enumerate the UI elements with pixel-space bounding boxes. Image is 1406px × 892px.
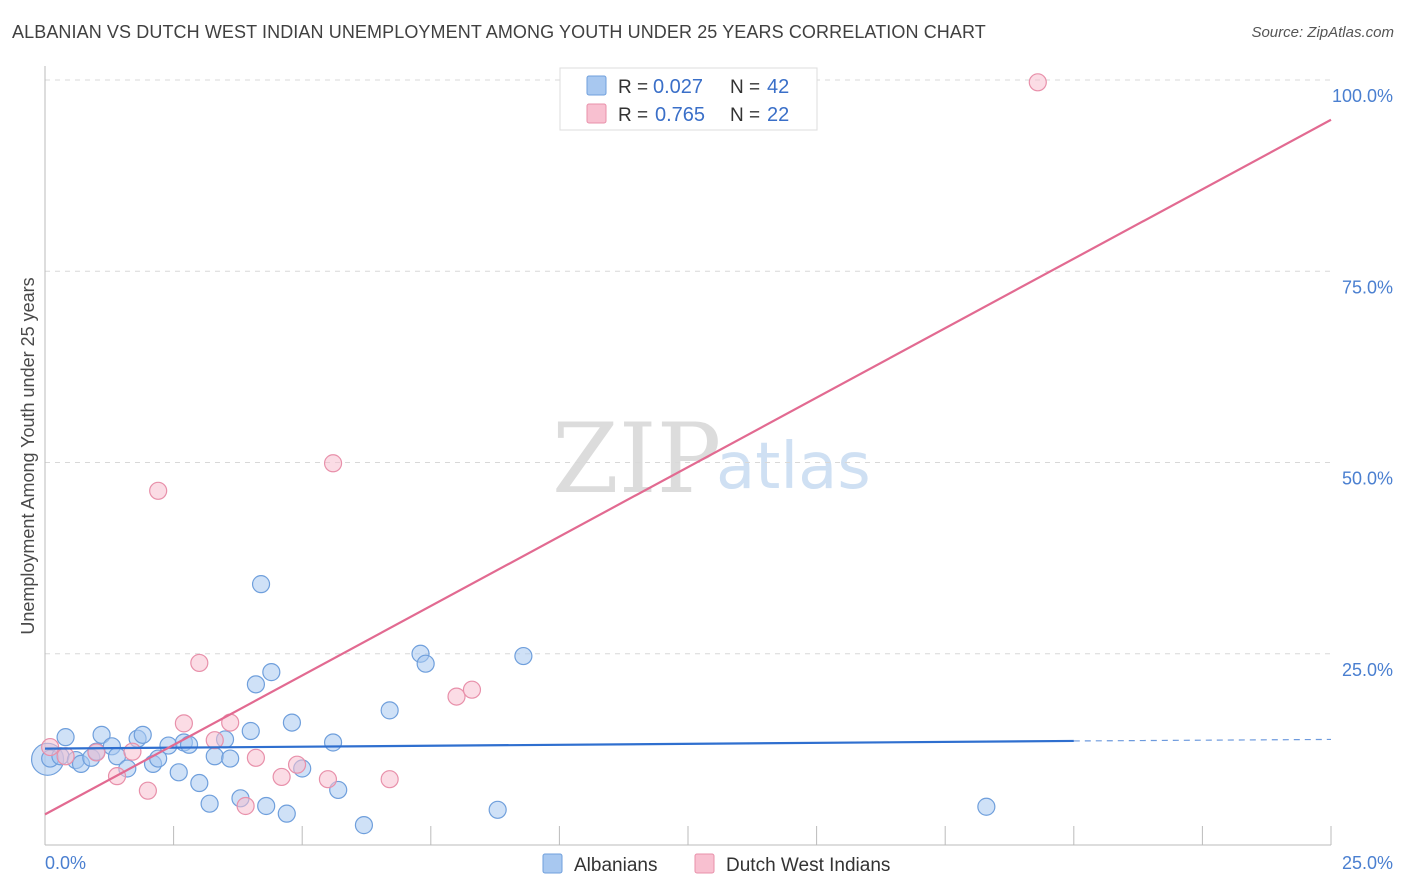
point-dutch-west-indians-6 xyxy=(149,481,168,500)
gridlines xyxy=(45,79,1331,655)
point-dutch-west-indians-9 xyxy=(205,731,224,750)
trend-line-extension-albanians xyxy=(1073,738,1332,742)
point-dutch-west-indians-8 xyxy=(190,653,209,673)
point-albanians-38 xyxy=(416,654,435,673)
point-dutch-west-indians-19 xyxy=(462,680,482,699)
x-tick-label-0: 0.0% xyxy=(45,853,86,873)
y-tick-label-2: 75.0% xyxy=(1342,277,1393,297)
legend-n-label-dutch-west-indians: N = xyxy=(730,105,760,126)
point-dutch-west-indians-15 xyxy=(318,770,338,789)
point-dutch-west-indians-18 xyxy=(447,687,466,706)
point-dutch-west-indians-2 xyxy=(87,743,106,762)
point-albanians-30 xyxy=(277,804,296,823)
point-albanians-41 xyxy=(977,797,996,816)
bottom-legend-label-albanians: Albanians xyxy=(574,855,657,876)
point-dutch-west-indians-14 xyxy=(287,755,307,774)
point-albanians-40 xyxy=(514,646,533,666)
watermark-atlas: atlas xyxy=(716,430,871,504)
point-dutch-west-indians-13 xyxy=(272,767,291,787)
axes xyxy=(44,66,1332,846)
point-albanians-23 xyxy=(221,749,240,768)
bottom-legend-swatch-albanians xyxy=(542,853,563,874)
legend-r-value-albanians: 0.027 xyxy=(653,76,703,98)
bottom-legend-label-dutch-west-indians: Dutch West Indians xyxy=(726,855,890,876)
point-albanians-12 xyxy=(133,725,152,744)
point-dutch-west-indians-7 xyxy=(174,714,193,733)
legend-swatch-albanians xyxy=(586,75,607,96)
x-tick-labels: 0.0% 25.0% xyxy=(45,853,1393,873)
y-tick-label-1: 50.0% xyxy=(1342,469,1393,489)
legend-n-label-albanians: N = xyxy=(730,77,760,98)
bottom-legend-swatch-dutch-west-indians xyxy=(694,853,715,874)
point-albanians-31 xyxy=(282,713,302,732)
y-tick-labels: 25.0% 50.0% 75.0% 100.0% xyxy=(1332,86,1393,680)
point-dutch-west-indians-0 xyxy=(41,737,60,757)
point-dutch-west-indians-20 xyxy=(1028,73,1047,92)
point-albanians-20 xyxy=(200,794,219,813)
point-albanians-19 xyxy=(190,773,209,793)
trend-line-dutch-west-indians xyxy=(44,118,1332,816)
point-dutch-west-indians-12 xyxy=(246,748,266,767)
legend-swatch-dutch-west-indians xyxy=(586,103,607,124)
point-albanians-33 xyxy=(323,733,343,752)
point-albanians-26 xyxy=(246,675,266,694)
point-albanians-21 xyxy=(205,747,224,766)
scatter-points xyxy=(30,73,1047,835)
legend-r-label-albanians: R = xyxy=(618,77,648,98)
trend-lines xyxy=(44,118,1332,816)
y-axis-label: Unemployment Among Youth under 25 years xyxy=(18,277,38,634)
point-dutch-west-indians-4 xyxy=(123,742,142,761)
series-legend: Albanians Dutch West Indians xyxy=(542,853,890,876)
point-albanians-28 xyxy=(257,796,276,816)
legend-n-value-dutch-west-indians: 22 xyxy=(767,104,789,126)
point-albanians-27 xyxy=(251,575,271,594)
legend-n-value-albanians: 42 xyxy=(767,76,789,98)
point-albanians-7 xyxy=(92,725,111,744)
point-albanians-25 xyxy=(241,721,260,741)
correlation-legend: R = 0.027 N = 42 R = 0.765 N = 22 xyxy=(559,67,818,131)
point-dutch-west-indians-17 xyxy=(380,770,399,789)
trend-line-albanians xyxy=(44,739,1074,750)
watermark: ZIP atlas xyxy=(552,403,871,515)
chart-title: ALBANIAN VS DUTCH WEST INDIAN UNEMPLOYME… xyxy=(12,22,986,42)
point-albanians-16 xyxy=(169,763,188,782)
point-albanians-2 xyxy=(56,728,75,747)
legend-r-label-dutch-west-indians: R = xyxy=(618,105,648,126)
point-albanians-36 xyxy=(380,701,399,720)
point-dutch-west-indians-16 xyxy=(323,454,343,473)
legend-r-value-dutch-west-indians: 0.765 xyxy=(655,104,705,126)
point-dutch-west-indians-5 xyxy=(138,781,157,800)
point-dutch-west-indians-11 xyxy=(236,796,255,816)
point-albanians-35 xyxy=(354,816,374,835)
watermark-zip: ZIP xyxy=(552,403,721,515)
point-albanians-39 xyxy=(488,800,507,819)
point-albanians-29 xyxy=(262,663,281,682)
point-dutch-west-indians-1 xyxy=(56,747,75,766)
x-tick-label-1: 25.0% xyxy=(1342,853,1393,873)
y-tick-label-0: 25.0% xyxy=(1342,660,1393,680)
source-credit: Source: ZipAtlas.com xyxy=(1251,24,1394,41)
y-tick-label-3: 100.0% xyxy=(1332,86,1393,106)
